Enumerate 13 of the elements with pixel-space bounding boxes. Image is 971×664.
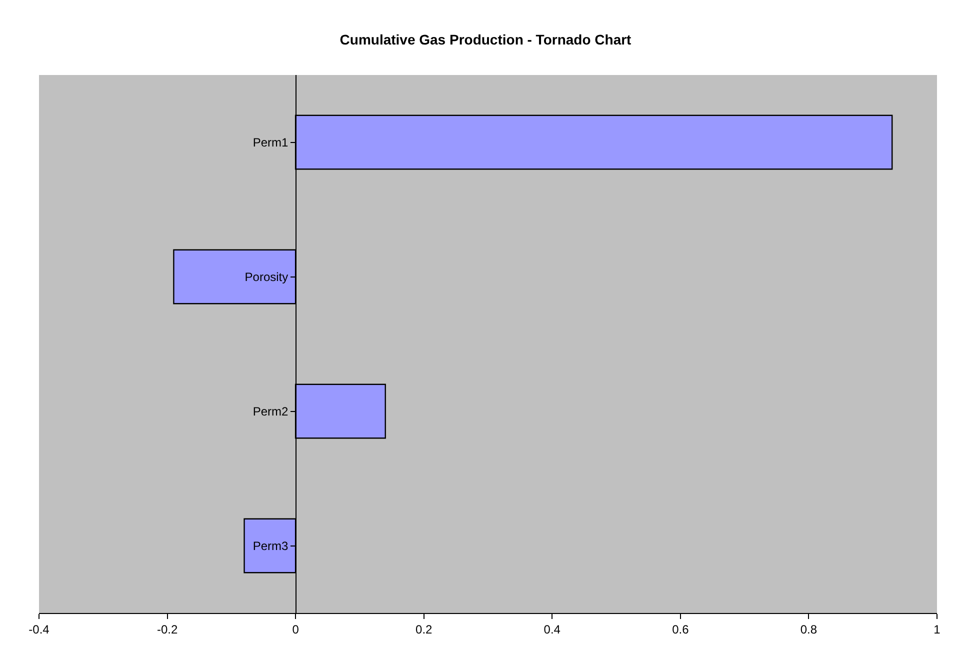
x-tick-label: 0.6 <box>672 622 690 636</box>
x-tick-label: 0.8 <box>800 622 818 636</box>
x-tick-label: 0 <box>292 622 300 636</box>
y-tick-label: Perm2 <box>252 404 288 418</box>
y-tick-label: Perm3 <box>252 538 288 553</box>
x-tick-label: 1 <box>934 622 941 636</box>
x-tick-label: -0.2 <box>156 622 178 636</box>
x-tick-label: -0.4 <box>28 622 50 636</box>
y-tick-label: Porosity <box>244 270 288 284</box>
chart-title: Cumulative Gas Production - Tornado Chart <box>340 32 632 48</box>
x-tick-label: 0.4 <box>544 622 561 636</box>
y-tick-label: Perm1 <box>252 135 288 150</box>
x-tick-label: 0.2 <box>416 622 433 636</box>
